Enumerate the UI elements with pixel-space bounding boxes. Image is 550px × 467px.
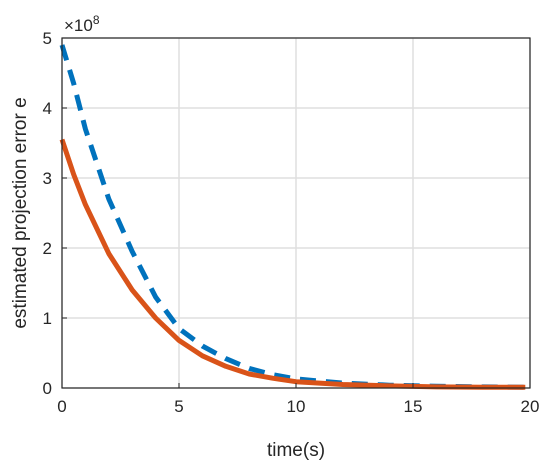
- grid: [61, 37, 531, 389]
- x-axis: 0 5 10 15 20: [57, 383, 539, 416]
- y-axis-label: estimated projection error e: [10, 97, 31, 328]
- series-line-1: [59, 44, 526, 390]
- x-axis-label: time(s): [267, 440, 325, 461]
- x-tick-label: 10: [287, 397, 306, 416]
- y-axis: 0 1 2 3 4 5: [43, 29, 67, 398]
- y-tick-label: 0: [43, 379, 52, 398]
- y-axis-exponent: ×108: [64, 13, 100, 35]
- y-tick-label: 2: [43, 239, 52, 258]
- x-tick-label: 0: [57, 397, 66, 416]
- y-tick-label: 1: [43, 309, 52, 328]
- y-exponent: 8: [93, 13, 100, 27]
- x-tick-label: 15: [404, 397, 423, 416]
- series-layer: [59, 44, 526, 390]
- y-tick-label: 3: [43, 169, 52, 188]
- x-tick-label: 5: [174, 397, 183, 416]
- series-line-2: [59, 138, 526, 390]
- y-tick-label: 5: [43, 29, 52, 48]
- y-multiplier: ×10: [64, 16, 93, 35]
- x-tick-label: 20: [521, 397, 540, 416]
- y-tick-label: 4: [43, 99, 52, 118]
